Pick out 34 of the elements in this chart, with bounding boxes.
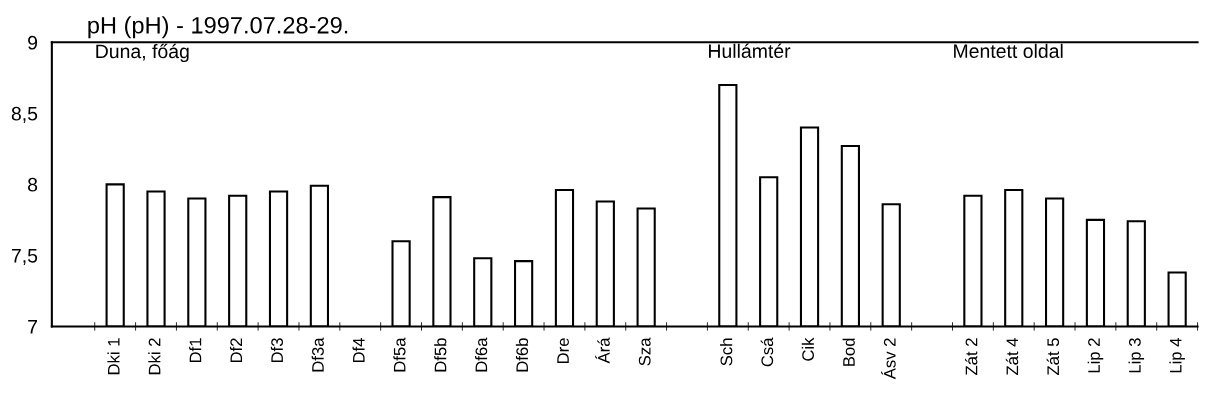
y-tick-label: 9 <box>28 35 38 50</box>
x-tick-label: Lip 3 <box>1128 338 1145 373</box>
annotation: Duna, főág <box>96 43 189 63</box>
x-tick-label: Dki 1 <box>107 338 120 375</box>
x-tick-label: Árá <box>595 337 610 364</box>
annotation: Hullámtér <box>709 43 791 59</box>
x-tick-label: Zát 4 <box>1005 338 1019 375</box>
annotation: Mentett oldal <box>954 43 1063 59</box>
x-tick-label: Lip 4 <box>1169 338 1185 373</box>
x-tick-label: Sch <box>720 338 733 366</box>
x-tick-label: Df4 <box>352 338 365 363</box>
x-tick-label: Dki 2 <box>148 338 161 375</box>
x-tick-label: Df6a <box>475 337 488 372</box>
x-tick-label: Df5a <box>393 337 406 372</box>
y-tick-label: 7,5 <box>11 249 38 265</box>
x-tick-label: Sza <box>638 337 651 366</box>
x-tick-label: Zát 2 <box>964 338 978 375</box>
x-tick-label: Zát 5 <box>1046 338 1060 375</box>
y-tick-label: 8 <box>28 177 38 192</box>
y-tick-label: 7 <box>28 320 37 334</box>
x-tick-label: Dre <box>557 338 569 364</box>
chart-title: pH (pH) - 1997.07.28-29. <box>88 16 348 39</box>
x-tick-label: Df6b <box>515 338 529 372</box>
x-tick-label: Ásv 2 <box>881 338 896 380</box>
x-tick-label: Csá <box>760 337 774 367</box>
x-tick-label: Df3a <box>311 337 324 372</box>
x-tick-label: Df2 <box>229 338 243 363</box>
x-tick-label: Lip 2 <box>1087 338 1104 373</box>
x-tick-label: Df1 <box>189 338 202 363</box>
x-tick-label: Cik <box>801 337 815 361</box>
y-tick-label: 8,5 <box>11 106 38 123</box>
x-tick-label: Df5b <box>434 338 447 372</box>
x-tick-label: Df3 <box>270 338 284 363</box>
x-tick-label: Bod <box>842 338 855 366</box>
